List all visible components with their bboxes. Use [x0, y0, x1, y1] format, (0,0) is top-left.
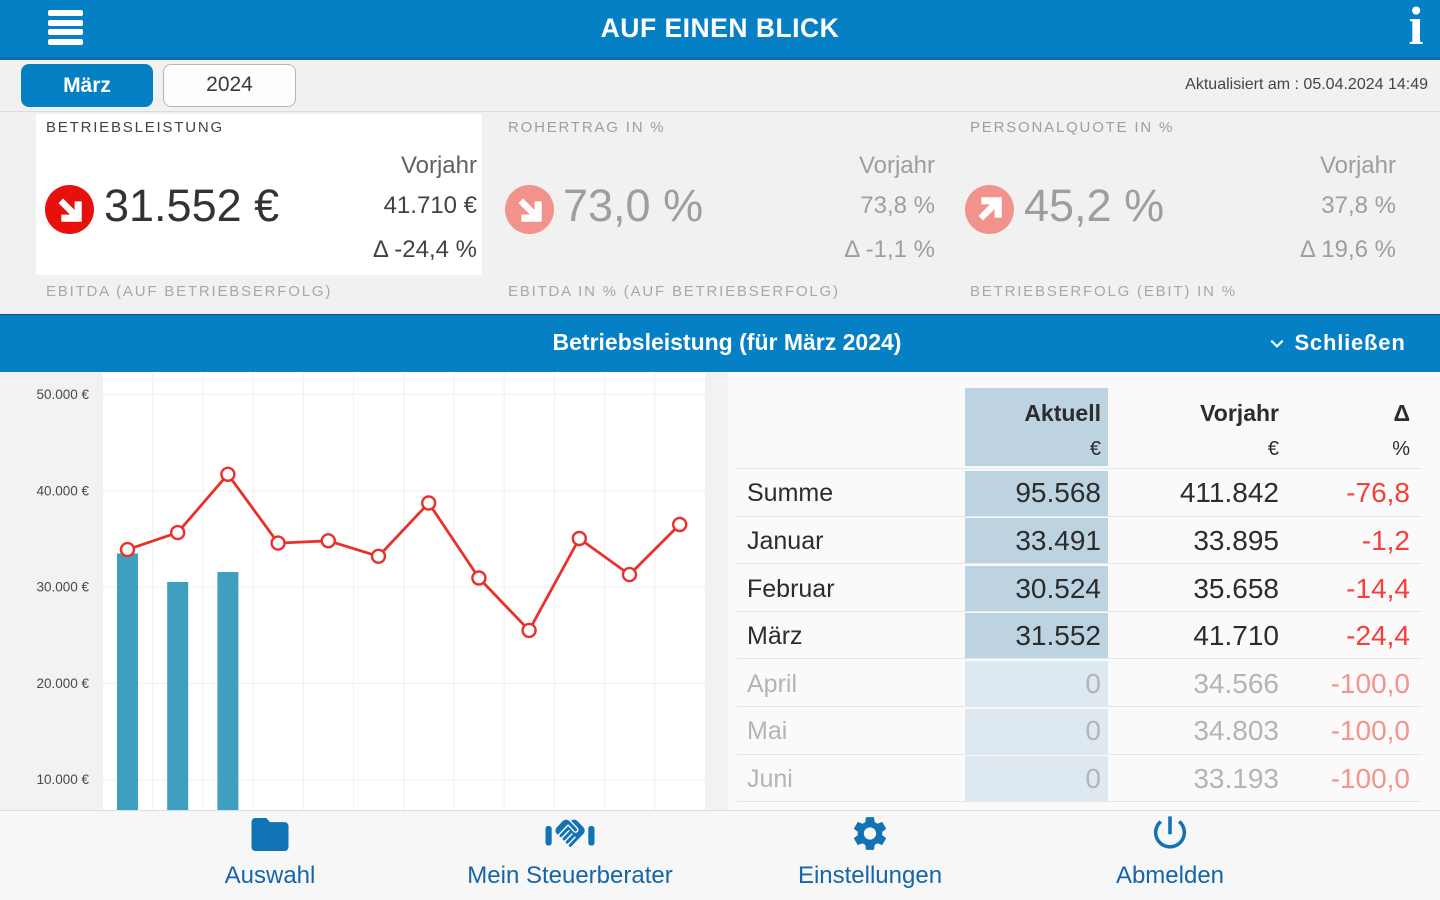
svg-text:10.000 €: 10.000 € [36, 772, 89, 787]
svg-text:50.000 €: 50.000 € [36, 387, 89, 402]
svg-text:20.000 €: 20.000 € [36, 676, 89, 691]
svg-text:30.000 €: 30.000 € [36, 580, 89, 595]
svg-text:40.000 €: 40.000 € [36, 483, 89, 498]
